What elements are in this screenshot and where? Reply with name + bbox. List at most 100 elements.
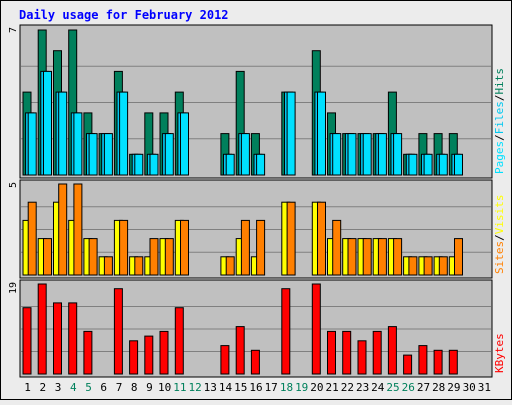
bar-pages-day-14 (225, 153, 235, 176)
x-tick-label-9: 9 (146, 381, 153, 394)
bar-sites-day-15 (240, 219, 250, 276)
bar-sites-day-27 (423, 256, 433, 276)
series-kbytes (22, 283, 458, 375)
panel-legend: KBytes (493, 333, 506, 373)
x-tick-label-23: 23 (356, 381, 369, 394)
x-tick-label-17: 17 (265, 381, 278, 394)
x-tick-label-20: 20 (310, 381, 323, 394)
bar-pages-day-2 (43, 70, 52, 176)
x-tick-label-22: 22 (341, 381, 354, 394)
bar-pages-day-6 (103, 133, 113, 176)
bar-pages-day-18 (286, 91, 296, 176)
bar-kbytes-day-18 (281, 288, 291, 375)
x-tick-label-8: 8 (131, 381, 138, 394)
bar-pages-day-20 (317, 91, 326, 176)
x-tick-label-24: 24 (371, 381, 385, 394)
bar-sites-day-2 (43, 238, 52, 276)
bar-sites-day-14 (225, 256, 235, 276)
bar-pages-day-5 (88, 133, 98, 176)
x-tick-label-27: 27 (417, 381, 430, 394)
legend-kbytes: KBytes (493, 333, 506, 373)
legend-visits: Visits (493, 195, 506, 235)
x-tick-label-15: 15 (234, 381, 247, 394)
x-tick-label-18: 18 (280, 381, 293, 394)
bar-kbytes-day-22 (342, 330, 352, 375)
bar-pages-day-25 (393, 133, 403, 176)
bar-pages-day-7 (119, 91, 129, 176)
bar-kbytes-day-11 (174, 307, 184, 375)
bar-pages-day-11 (180, 112, 189, 176)
x-tick-label-13: 13 (204, 381, 217, 394)
bar-sites-day-11 (180, 219, 189, 276)
x-tick-label-25: 25 (386, 381, 399, 394)
bar-sites-day-7 (119, 219, 129, 276)
x-tick-label-1: 1 (24, 381, 31, 394)
bar-sites-day-9 (149, 238, 159, 276)
panel-max-label: 19 (8, 282, 19, 294)
x-tick-label-4: 4 (70, 381, 77, 394)
bar-sites-day-21 (332, 219, 342, 276)
bar-sites-day-24 (377, 238, 387, 276)
x-tick-label-5: 5 (85, 381, 92, 394)
x-tick-label-12: 12 (188, 381, 201, 394)
bar-sites-day-28 (438, 256, 448, 276)
bar-pages-day-3 (58, 91, 68, 176)
x-tick-label-3: 3 (55, 381, 62, 394)
bar-sites-day-25 (393, 238, 403, 276)
x-tick-label-28: 28 (432, 381, 445, 394)
bar-kbytes-day-21 (327, 330, 336, 375)
bar-kbytes-day-10 (159, 330, 169, 375)
bar-sites-day-1 (27, 201, 37, 276)
bar-kbytes-day-29 (448, 349, 458, 375)
panel-max-label: 7 (8, 27, 19, 33)
x-tick-label-30: 30 (463, 381, 476, 394)
bar-sites-day-10 (164, 238, 174, 276)
bar-kbytes-day-3 (53, 302, 62, 375)
x-tick-label-11: 11 (173, 381, 186, 394)
bar-pages-day-1 (27, 112, 37, 176)
panel-legend: Sites/Visits (493, 195, 506, 275)
series-visits (22, 201, 458, 276)
bar-sites-day-26 (408, 256, 418, 276)
legend-separator: / (493, 95, 506, 102)
x-tick-label-16: 16 (249, 381, 262, 394)
bar-kbytes-day-25 (387, 326, 397, 375)
series-pages (27, 70, 463, 176)
bar-pages-day-22 (347, 133, 357, 176)
x-tick-label-26: 26 (402, 381, 415, 394)
bar-sites-day-23 (362, 238, 372, 276)
bar-kbytes-day-14 (220, 345, 230, 375)
bar-kbytes-day-28 (433, 349, 443, 375)
bar-pages-day-29 (454, 153, 463, 176)
bar-pages-day-8 (134, 153, 144, 176)
bar-pages-day-4 (73, 112, 83, 176)
bar-pages-day-28 (438, 153, 448, 176)
bar-kbytes-day-2 (37, 283, 47, 375)
bar-pages-day-26 (408, 153, 418, 176)
x-tick-label-19: 19 (295, 381, 308, 394)
x-axis: 1 2 3 4 5 6 7 8 9 10 11 12 13 14 15 16 17 18 19 20 21 22 23 24 2… (24, 381, 491, 394)
x-tick-label-14: 14 (219, 381, 233, 394)
bar-pages-day-23 (362, 133, 372, 176)
bar-sites-day-4 (73, 183, 83, 276)
bar-sites-day-16 (256, 219, 266, 276)
bar-pages-day-24 (377, 133, 387, 176)
bar-kbytes-day-15 (235, 326, 245, 375)
bar-sites-day-29 (454, 238, 463, 276)
legend-separator: / (493, 134, 506, 141)
bar-pages-day-10 (164, 133, 174, 176)
bar-kbytes-day-9 (144, 335, 154, 375)
bar-sites-day-22 (347, 238, 357, 276)
panel-max-label: 5 (8, 182, 19, 188)
bar-pages-day-21 (332, 133, 342, 176)
bar-sites-day-8 (134, 256, 144, 276)
bar-kbytes-day-23 (357, 340, 367, 375)
bar-kbytes-day-7 (113, 288, 123, 375)
legend-files: Files (493, 101, 506, 134)
legend-separator: / (493, 234, 506, 241)
bar-kbytes-day-16 (250, 349, 260, 375)
legend-sites: Sites (493, 241, 506, 274)
